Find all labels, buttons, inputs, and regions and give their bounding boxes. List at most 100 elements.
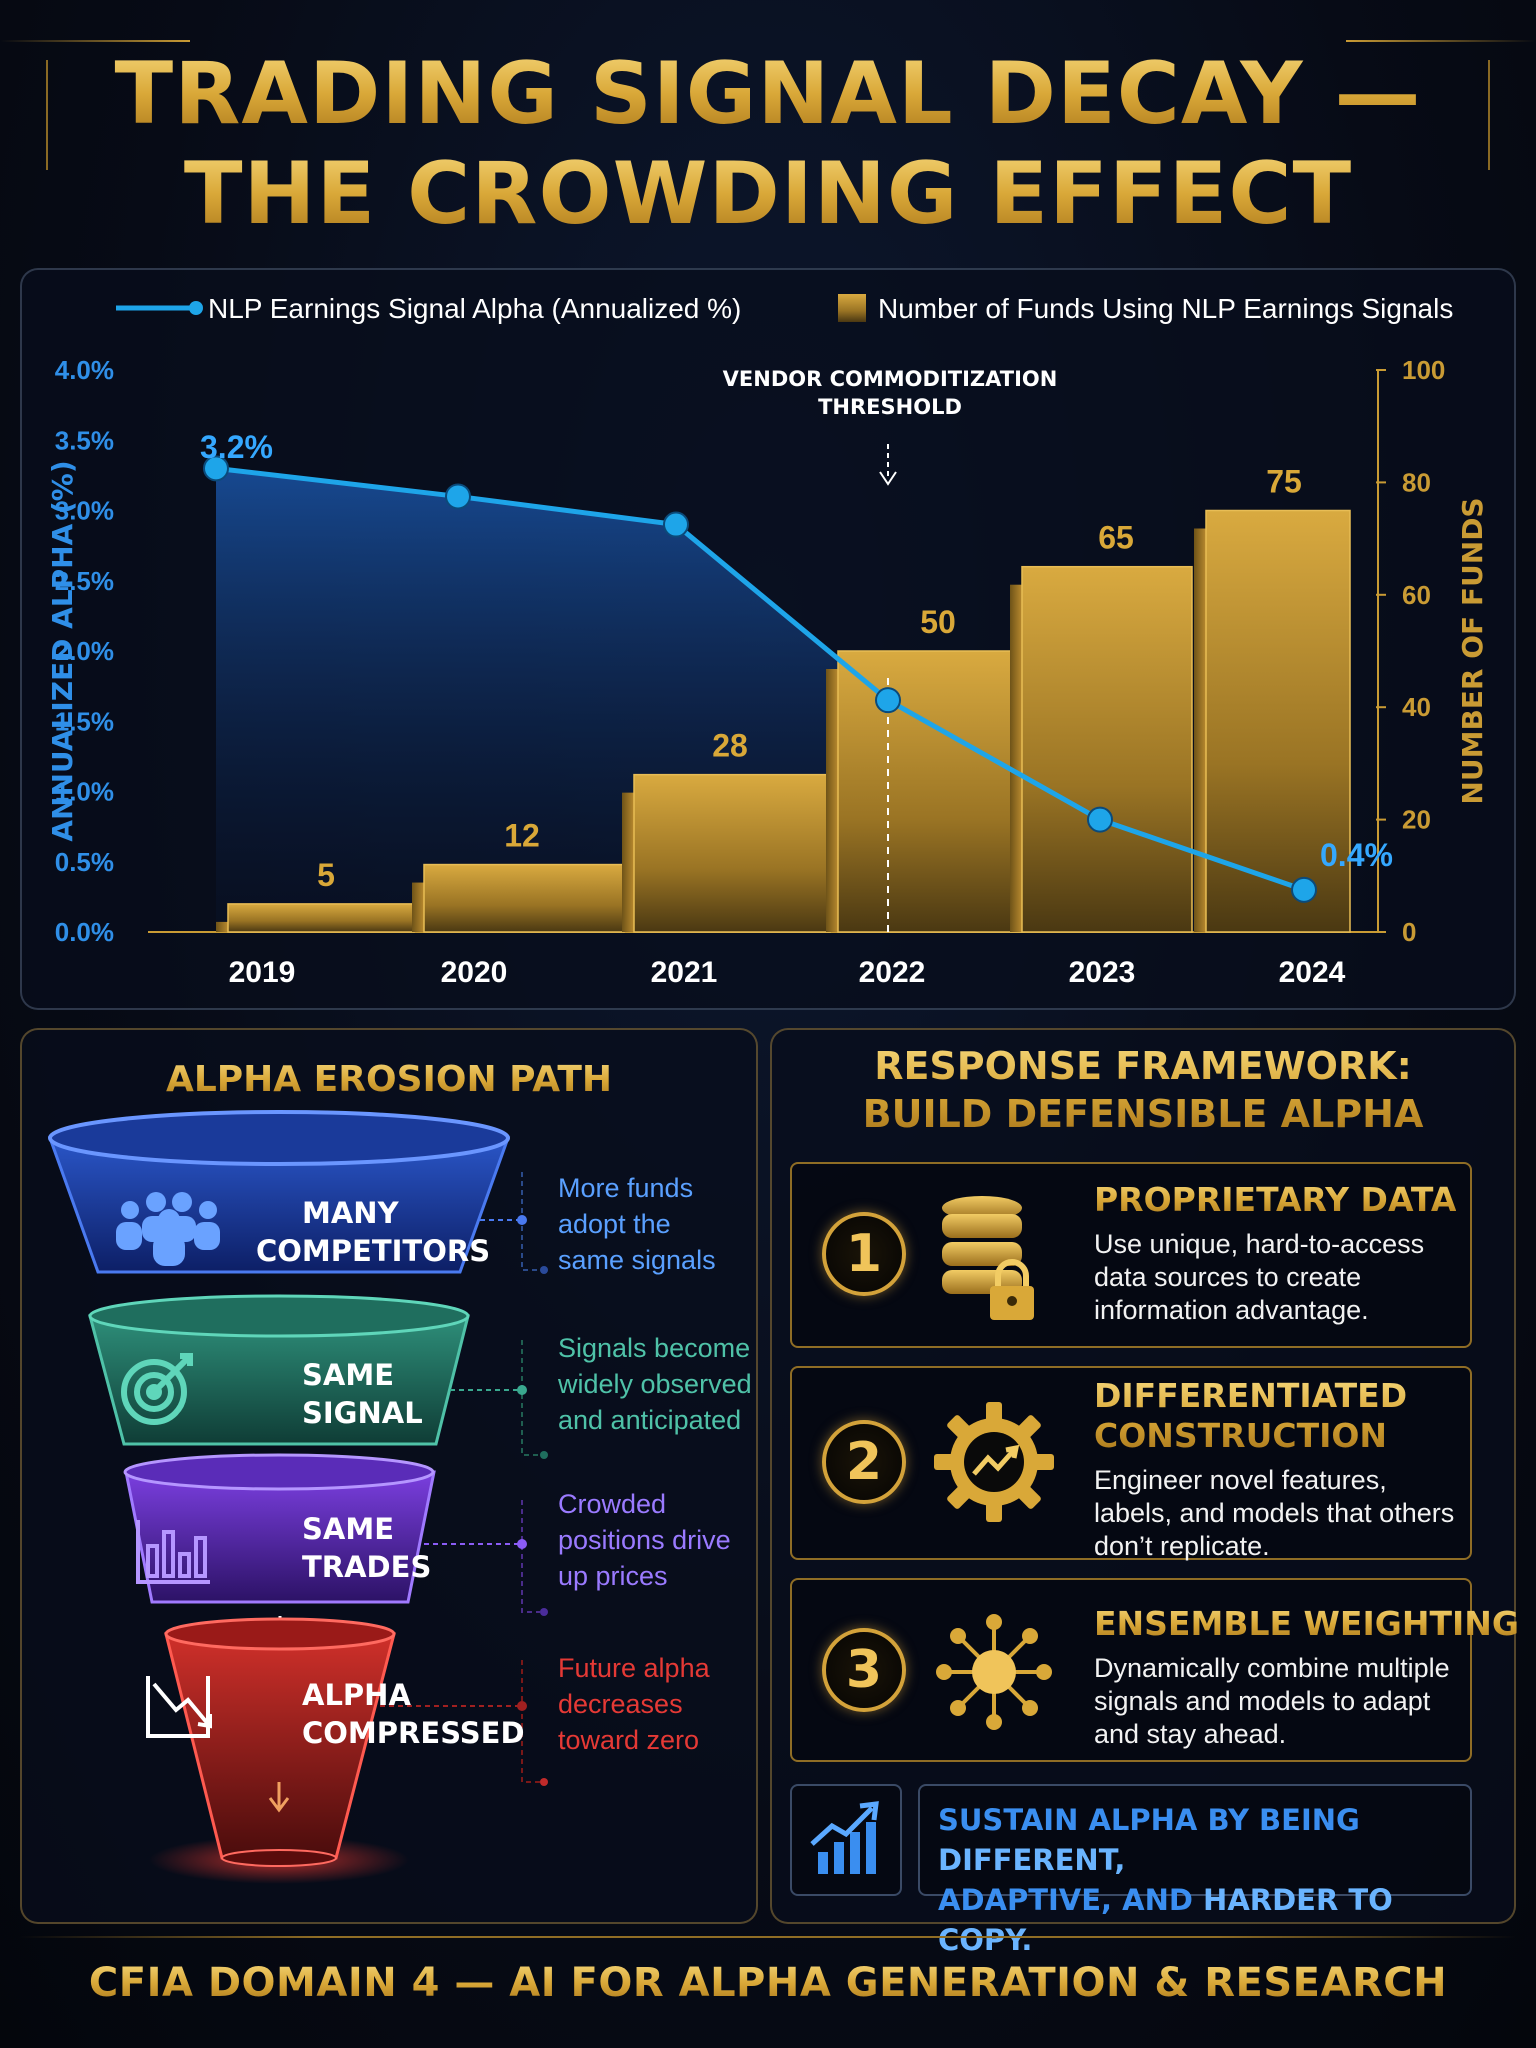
y-tick-right-label: 100 [1402,355,1445,385]
combo-chart: NLP Earnings Signal Alpha (Annualized %)… [46,293,1489,989]
y-tick-left-label: 3.5% [55,425,114,455]
alpha-line [203,455,1317,903]
chart-legend: NLP Earnings Signal Alpha (Annualized %)… [116,293,1453,324]
x-tick-label: 2020 [441,956,508,989]
stage-1-note-line: same signals [558,1245,716,1275]
alpha-point [203,455,229,482]
threshold-label-line-1: VENDOR COMMODITIZATION [723,367,1058,391]
alpha-last-label: 0.4% [1320,837,1393,873]
fund-bars [216,509,1351,933]
card-3-body: Dynamically combine multiple signals and… [1094,1652,1450,1751]
arrow-down-icon [268,1782,290,1813]
card-2-body-line: Engineer novel features, [1094,1465,1387,1495]
stage-2-note-line: and anticipated [558,1405,742,1435]
stage-1-label: MANY COMPETITORS [256,1194,490,1270]
x-tick-label: 2022 [859,956,926,989]
bar-side [1010,584,1022,932]
callout-pre-2: ADAPTIVE, AND [938,1883,1204,1917]
stage-2-note: Signals become widely observed and antic… [558,1330,752,1438]
y-tick-left-label: 4.0% [55,355,114,385]
alpha-point [445,483,471,510]
framework-card-1 [790,1162,1472,1348]
y-tick-right-label: 0 [1402,917,1416,947]
y-tick-right-label: 60 [1402,580,1431,610]
stage-4-note: Future alpha decreases toward zero [558,1650,710,1758]
erosion-title: ALPHA EROSION PATH [20,1058,758,1102]
stage-3-note: Crowded positions drive up prices [558,1486,731,1594]
bar [227,903,415,933]
alpha-point [663,511,689,538]
people-group-icon [116,1192,220,1266]
stage-2-label: SAME SIGNAL [302,1356,423,1432]
alpha-point [1291,876,1317,903]
stage-1-label-line-1: MANY [302,1196,399,1230]
card-3-body-line: signals and models to adapt [1094,1686,1431,1716]
bar-value-label: 65 [1098,520,1134,556]
x-tick-label: 2019 [229,956,296,989]
bar-side [412,882,424,932]
card-2-heading-line-1: DIFFERENTIATED [1094,1376,1408,1415]
title-line-1: TRADING SIGNAL DECAY — [0,44,1536,144]
card-2-body-line: don’t replicate. [1094,1531,1270,1561]
x-tick-label: 2021 [651,956,718,989]
card-1-body-line: data sources to create [1094,1262,1362,1292]
chart-labels: 3.2% 0.4% 5 12 28 50 65 75 [200,429,1393,893]
chart-axes: 0.0% 0.5% 1.0% 1.5% 2.0% 2.5% 3.0% 3.5% 4.0% 0 20 4… [46,355,1489,989]
bar-chart-icon [136,1520,210,1584]
card-1-body-line: Use unique, hard-to-access [1094,1229,1425,1259]
page-title: TRADING SIGNAL DECAY — THE CROWDING EFFE… [0,44,1536,244]
card-1-body-line: information advantage. [1094,1295,1369,1325]
stage-4-note-line: decreases [558,1689,683,1719]
bar-side [622,792,634,932]
stage-1-note-line: More funds [558,1173,694,1203]
y-tick-left-label: 0.0% [55,917,114,947]
card-2-body-line: labels, and models that others [1094,1498,1455,1528]
bar [423,863,625,933]
stage-1-note-line: adopt the [558,1209,671,1239]
arrow-down-icon [879,471,897,486]
card-3-number: 3 [822,1628,906,1712]
x-tick-label: 2023 [1069,956,1136,989]
card-2-heading: DIFFERENTIATED CONSTRUCTION [1094,1376,1407,1456]
decline-chart-icon [146,1676,212,1738]
bar [1021,565,1193,933]
bar-value-label: 50 [920,604,956,640]
card-1-number: 1 [822,1212,906,1296]
callout-text: SUSTAIN ALPHA BY BEING DIFFERENT, ADAPTI… [938,1800,1478,1960]
bar-value-label: 5 [317,857,335,893]
callout-line-1: SUSTAIN ALPHA BY BEING DIFFERENT, [938,1800,1478,1880]
bar-side [1194,528,1206,932]
bar [837,650,1025,933]
y-tick-left-label: 1.0% [55,777,114,807]
stage-3-label-line-2: TRADES [302,1550,432,1584]
legend-line-marker [189,301,203,315]
legend-bar-swatch [838,294,866,322]
callout-pre-1: SUSTAIN ALPHA BY BEING [938,1803,1360,1837]
y-tick-right-label: 80 [1402,467,1431,497]
callout-emphasis-1: DIFFERENT, [938,1843,1126,1877]
stage-3-label-line-1: SAME [302,1512,394,1546]
funnel-stage-4 [164,1617,396,1867]
bar-side [826,669,838,932]
stage-4-label: ALPHA COMPRESSED [302,1676,525,1752]
stage-2-label-line-2: SIGNAL [302,1396,423,1430]
funnel-stage-2 [88,1294,470,1446]
title-deco-right-v [1488,60,1490,170]
card-3-body-line: Dynamically combine multiple [1094,1653,1450,1683]
growth-chart-icon [810,1801,879,1874]
threshold-label-line-2: THRESHOLD [818,395,962,419]
card-2-heading-line-2: CONSTRUCTION [1094,1416,1388,1455]
stage-2-note-line: Signals become [558,1333,751,1363]
title-deco-right [1346,40,1536,42]
title-deco-left [0,40,190,42]
callout-emphasis-2: HARDER TO COPY. [938,1883,1393,1957]
stage-3-label: SAME TRADES [302,1510,431,1586]
card-3-body-line: and stay ahead. [1094,1719,1287,1749]
y-axis-left-title: ANNUALIZED ALPHA (%) [46,460,79,841]
y-tick-left-label: 0.5% [55,847,114,877]
y-tick-left-label: 2.5% [55,566,114,596]
callout-line-2: ADAPTIVE, AND HARDER TO COPY. [938,1880,1478,1960]
framework-title: RESPONSE FRAMEWORK: BUILD DEFENSIBLE ALP… [770,1042,1516,1138]
stage-4-note-line: toward zero [558,1725,700,1755]
footer-text: CFIA DOMAIN 4 — AI FOR ALPHA GENERATION … [0,1960,1536,2006]
